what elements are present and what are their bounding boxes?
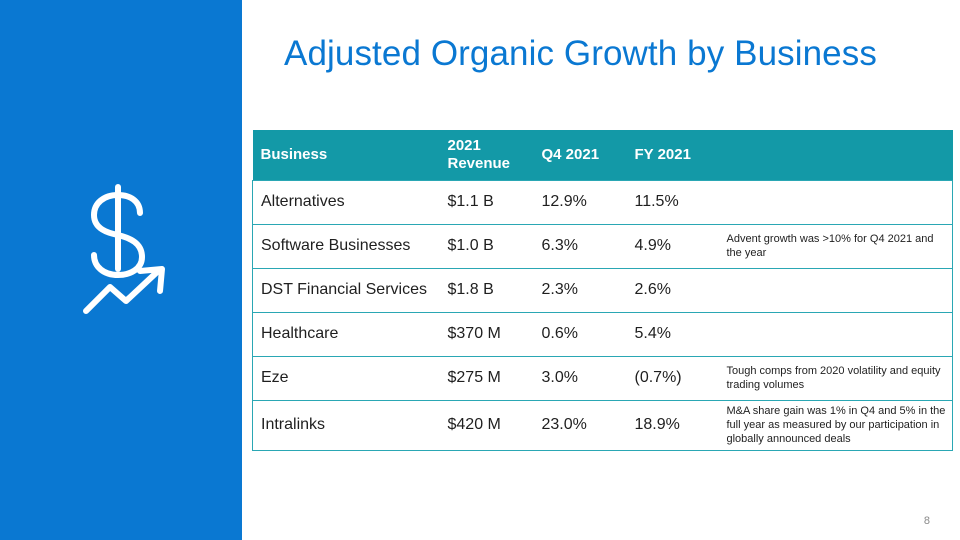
revenue-value: $420 M [439,399,534,451]
business-name: Alternatives [252,179,440,225]
page-number: 8 [923,515,930,527]
dollar-growth-arrow-icon [83,184,165,314]
q4-growth: 2.3% [533,267,627,313]
header-fy: FY 2021 [626,130,719,180]
header-business: Business [252,130,440,180]
q4-growth: 0.6% [533,311,627,357]
table-row: Intralinks $420 M 23.0% 18.9% M&A share … [252,399,953,451]
fy-growth: 11.5% [626,179,719,225]
revenue-value: $275 M [439,355,534,401]
q4-growth: 3.0% [533,355,627,401]
table-row: Software Businesses $1.0 B 6.3% 4.9% Adv… [252,223,953,269]
slide-title: Adjusted Organic Growth by Business [284,34,877,73]
row-note: M&A share gain was 1% in Q4 and 5% in th… [718,399,953,451]
left-accent-panel [0,0,242,540]
fy-growth: (0.7%) [626,355,719,401]
q4-growth: 6.3% [533,223,627,269]
row-note [718,267,953,313]
table-row: DST Financial Services $1.8 B 2.3% 2.6% [252,267,953,313]
header-revenue: 2021 Revenue [439,130,534,180]
row-note [718,311,953,357]
fy-growth: 5.4% [626,311,719,357]
fy-growth: 2.6% [626,267,719,313]
fy-growth: 4.9% [626,223,719,269]
business-name: DST Financial Services [252,267,440,313]
table-row: Eze $275 M 3.0% (0.7%) Tough comps from … [252,355,953,401]
business-name: Eze [252,355,440,401]
table-row: Healthcare $370 M 0.6% 5.4% [252,311,953,357]
q4-growth: 23.0% [533,399,627,451]
revenue-value: $1.0 B [439,223,534,269]
growth-table: Business 2021 Revenue Q4 2021 FY 2021 Al… [252,130,953,451]
row-note [718,179,953,225]
q4-growth: 12.9% [533,179,627,225]
business-name: Healthcare [252,311,440,357]
row-note: Tough comps from 2020 volatility and equ… [718,355,953,401]
header-q4: Q4 2021 [533,130,627,180]
revenue-value: $1.1 B [439,179,534,225]
revenue-value: $370 M [439,311,534,357]
revenue-value: $1.8 B [439,267,534,313]
business-name: Intralinks [252,399,440,451]
fy-growth: 18.9% [626,399,719,451]
table-header-row: Business 2021 Revenue Q4 2021 FY 2021 [252,130,953,180]
row-note: Advent growth was >10% for Q4 2021 and t… [718,223,953,269]
table-row: Alternatives $1.1 B 12.9% 11.5% [252,179,953,225]
header-notes [718,130,953,180]
business-name: Software Businesses [252,223,440,269]
